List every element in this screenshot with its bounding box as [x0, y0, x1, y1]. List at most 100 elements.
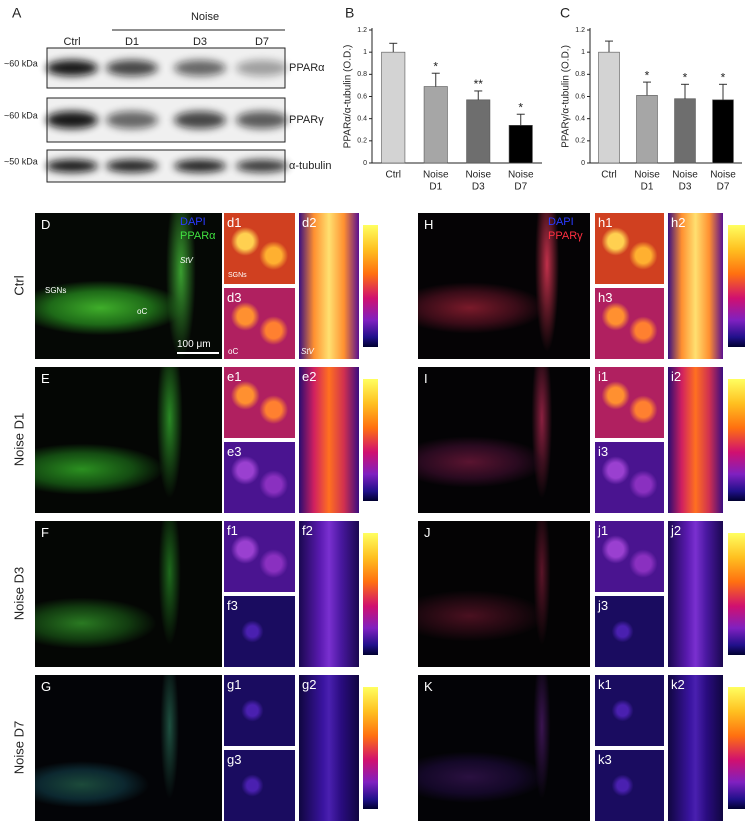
panel-letter: E: [41, 371, 50, 386]
annotation: StV: [180, 256, 193, 265]
inset-label: k1: [598, 677, 612, 692]
inset-label: h3: [598, 290, 613, 305]
x-tick-label: Noise: [634, 170, 660, 181]
blot-band: [174, 159, 226, 173]
x-tick-label: Noise: [465, 170, 491, 181]
blot-protein: α-tubulin: [289, 160, 331, 172]
micrograph-inset: [595, 596, 664, 667]
micrograph: [35, 521, 222, 667]
blot-band: [236, 60, 288, 76]
bar: [381, 51, 406, 164]
row-label: Ctrl: [11, 275, 27, 296]
y-axis-label: PPARγ/α-tubulin (O.D.): [561, 45, 572, 148]
bar: [423, 86, 448, 164]
top-panels: A Noise Ctrl D1 D3 D7 ~60 kDa PPARα ~60 kDa PPARγ…: [4, 5, 742, 193]
micrograph-inset: [595, 367, 664, 438]
y-axis-label: PPARα/α-tubulin (O.D.): [343, 45, 354, 149]
lane-label: D7: [255, 36, 269, 48]
inset-label: h2: [671, 215, 686, 230]
blot-band: [106, 60, 158, 76]
micrograph-inset: [224, 750, 295, 821]
colorbar: [363, 379, 378, 501]
micrograph: [418, 521, 590, 667]
colorbar: [363, 687, 378, 809]
lane-label: Ctrl: [63, 36, 80, 48]
bar: [674, 98, 696, 164]
scale-label: 100 μm: [177, 339, 211, 350]
x-tick-label: D3: [679, 182, 692, 193]
x-tick-label: D1: [429, 182, 442, 193]
y-tick-label: 0.8: [575, 71, 585, 78]
y-tick-label: 0.6: [357, 93, 367, 100]
micrograph-inset: [595, 442, 664, 513]
blot-band: [174, 60, 226, 76]
x-tick-label: Noise: [672, 170, 698, 181]
annotation: oC: [228, 347, 239, 356]
annotation: StV: [301, 347, 314, 356]
row-label: Noise D3: [11, 566, 27, 621]
blot-size: ~60 kDa: [4, 58, 38, 68]
y-tick-label: 1.2: [357, 27, 367, 34]
inset-label: g2: [302, 677, 317, 692]
y-tick-label: 0.6: [575, 93, 585, 100]
channel-label: PPARα: [180, 230, 216, 242]
scale-bar: [177, 352, 219, 354]
inset-label: k3: [598, 752, 612, 767]
micrograph-inset: [224, 442, 295, 513]
blot-protein: PPARγ: [289, 114, 324, 126]
blot-band: [106, 111, 158, 129]
panel-letter: H: [424, 217, 434, 232]
micrograph-inset: [668, 213, 723, 359]
annotation: SGNs: [45, 286, 67, 295]
bar: [508, 125, 533, 164]
micrograph-inset: [299, 367, 359, 513]
y-tick-label: 0.4: [575, 116, 585, 123]
lane-label: D1: [125, 36, 139, 48]
colorbar: [728, 379, 745, 501]
inset-label: g3: [227, 752, 242, 767]
micrograph-inset: [595, 521, 664, 592]
colorbar: [728, 533, 745, 655]
micrograph-inset: [668, 521, 723, 667]
x-tick-label: Ctrl: [601, 170, 617, 181]
y-tick-label: 0.4: [357, 116, 367, 123]
micrograph-inset: [668, 675, 723, 821]
inset-label: e2: [302, 369, 317, 384]
y-tick-label: 0: [581, 160, 585, 167]
x-tick-label: D7: [514, 182, 527, 193]
row-label: Noise D1: [11, 412, 27, 467]
channel-label: DAPI: [180, 216, 206, 228]
blot-band: [106, 159, 158, 173]
panel-letter: G: [41, 679, 52, 694]
micrograph-inset: [224, 675, 295, 746]
annotation: SGNs: [228, 272, 247, 279]
y-tick-label: 0: [363, 160, 367, 167]
colorbar: [728, 687, 745, 809]
micrograph-inset: [595, 750, 664, 821]
micrograph: [418, 367, 590, 513]
inset-label: j3: [598, 598, 609, 613]
inset-label: i2: [671, 369, 682, 384]
micrograph-inset: [668, 367, 723, 513]
y-tick-label: 0.8: [357, 71, 367, 78]
micrograph-inset: [224, 596, 295, 667]
blot-protein: PPARα: [289, 62, 325, 74]
panel-letter: K: [424, 679, 433, 694]
x-tick-label: D7: [717, 182, 730, 193]
inset-label: i1: [598, 369, 609, 384]
blot-band: [46, 111, 98, 129]
x-tick-label: Noise: [423, 170, 449, 181]
blot-band: [46, 159, 98, 173]
colorbar: [363, 225, 378, 347]
panel-letter: D: [41, 217, 51, 232]
x-tick-label: Ctrl: [385, 170, 401, 181]
significance: *: [433, 59, 438, 73]
colorbar: [363, 533, 378, 655]
micrograph: [35, 213, 222, 359]
panel-letter: C: [560, 5, 570, 21]
micrograph-inset: [299, 675, 359, 821]
micrograph-inset: [299, 521, 359, 667]
y-tick-label: 1.2: [575, 27, 585, 34]
y-tick-label: 1: [581, 49, 585, 56]
